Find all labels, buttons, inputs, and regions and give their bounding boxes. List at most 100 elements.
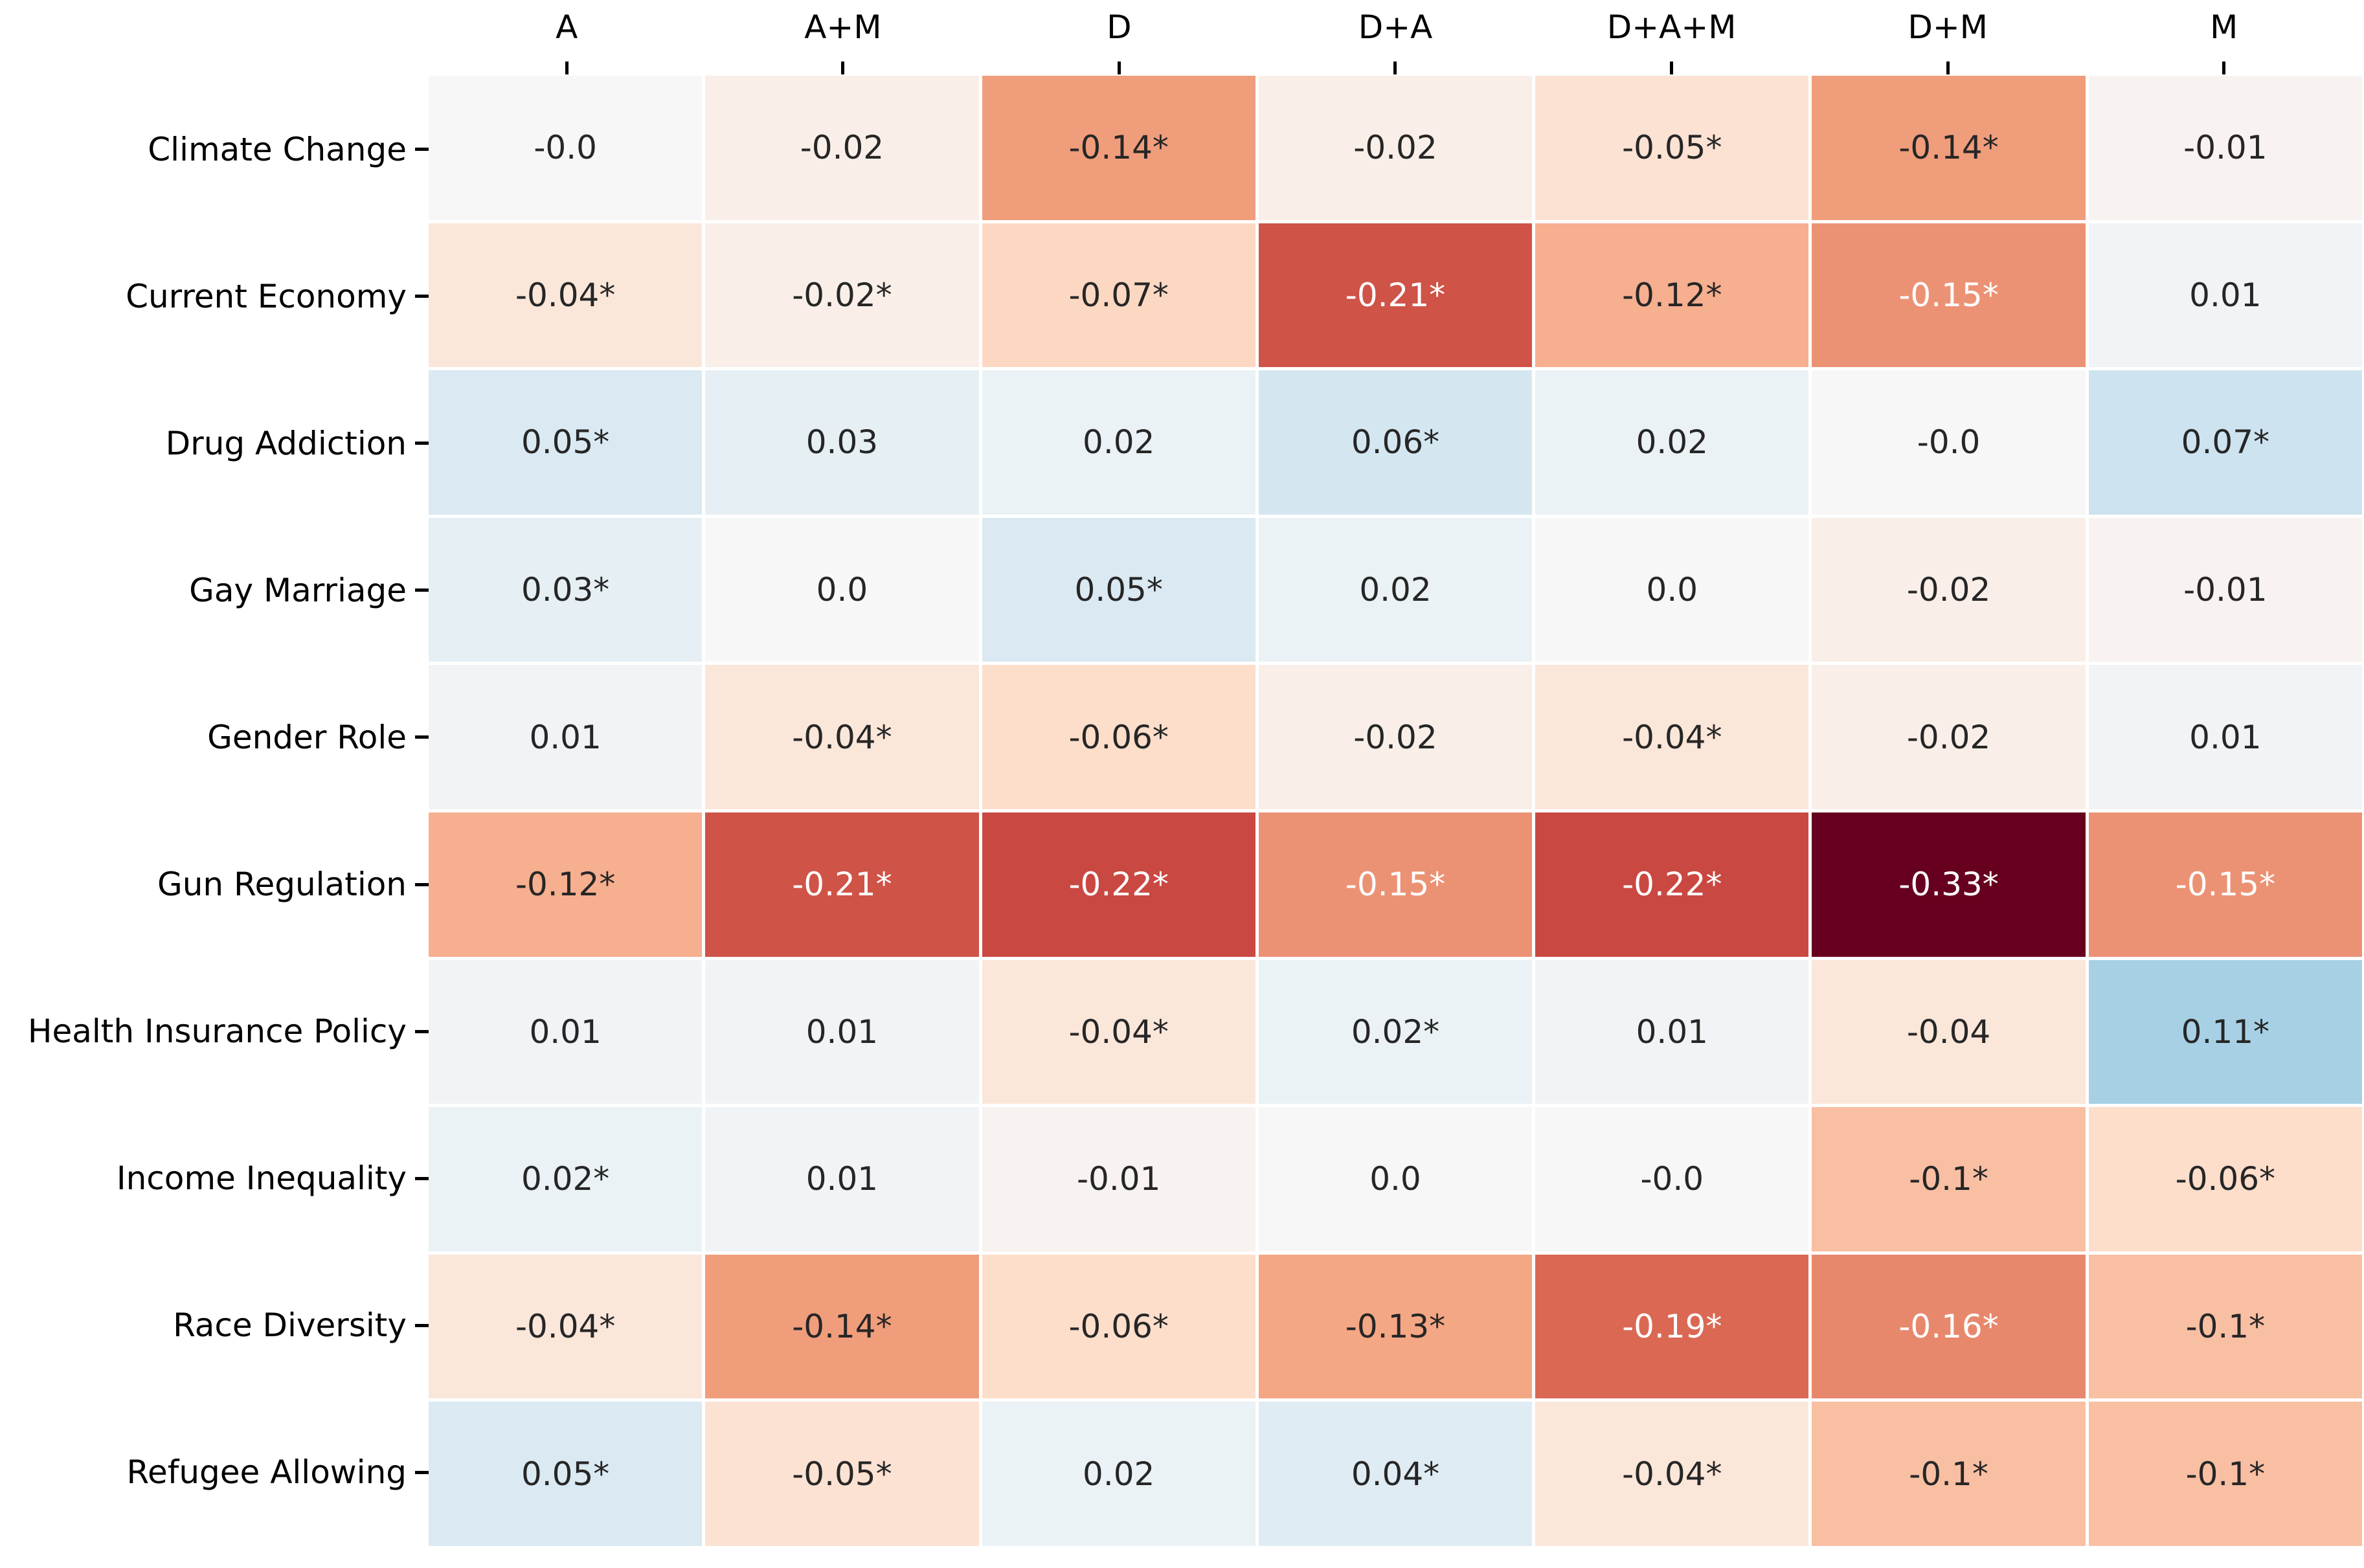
y-tick: [415, 517, 429, 664]
heatmap-cell: -0.04*: [705, 665, 979, 809]
y-axis-ticks: [415, 76, 429, 1546]
x-tick-mark: [841, 62, 845, 74]
heatmap-cell: -0.02: [1812, 517, 2086, 662]
heatmap-cell: 0.02: [1535, 370, 1809, 515]
heatmap-cell: -0.15*: [1812, 223, 2086, 368]
x-tick-label: D+A: [1358, 8, 1433, 46]
heatmap-cell: -0.12*: [429, 812, 703, 957]
y-tick: [415, 811, 429, 958]
heatmap-grid: -0.0 -0.02 -0.14* -0.02 -0.05* -0.14* -0.01 -0.…: [429, 76, 2362, 1546]
x-tick-label: D+A+M: [1606, 8, 1737, 46]
heatmap-cell: -0.04*: [1535, 665, 1809, 809]
y-tick: [415, 1399, 429, 1546]
heatmap-cell: -0.05*: [1535, 76, 1809, 220]
heatmap-cell: 0.01: [705, 1107, 979, 1251]
x-tick-label: D+M: [1908, 8, 1988, 46]
x-tick-mark: [1946, 62, 1950, 74]
heatmap-cell: -0.02: [1258, 76, 1533, 220]
heatmap-cell: 0.02: [982, 1402, 1255, 1546]
heatmap-cell: -0.04*: [429, 1254, 703, 1399]
heatmap-cell: 0.01: [2088, 223, 2362, 368]
heatmap-cell: 0.02*: [1258, 959, 1533, 1104]
heatmap-cell: 0.0: [705, 517, 979, 662]
heatmap-cell: 0.03: [705, 370, 979, 515]
y-tick-mark: [415, 1176, 429, 1180]
x-tick: [705, 62, 982, 74]
heatmap-cell: -0.05*: [705, 1402, 979, 1546]
heatmap-cell: -0.01: [2088, 76, 2362, 220]
heatmap-cell: -0.14*: [982, 76, 1255, 220]
y-tick-label: Gay Marriage: [189, 571, 407, 609]
heatmap-cell: 0.01: [429, 665, 703, 809]
heatmap-cell: 0.0: [1535, 517, 1809, 662]
x-tick-mark: [1393, 62, 1397, 74]
y-tick-label: Income Inequality: [116, 1159, 407, 1198]
heatmap-cell: -0.1*: [2088, 1254, 2362, 1399]
heatmap-cell: 0.01: [429, 959, 703, 1104]
y-tick-mark: [415, 1323, 429, 1327]
y-tick-mark: [415, 882, 429, 886]
heatmap-cell: -0.0: [1535, 1107, 1809, 1251]
y-tick-label: Drug Addiction: [165, 424, 407, 462]
heatmap-cell: 0.05*: [982, 517, 1255, 662]
heatmap-cell: -0.02*: [705, 223, 979, 368]
heatmap-cell: -0.0: [429, 76, 703, 220]
heatmap-cell: -0.0: [1812, 370, 2086, 515]
x-tick-mark: [1117, 62, 1121, 74]
y-tick-label: Health Insurance Policy: [27, 1013, 407, 1051]
heatmap-cell: -0.04*: [429, 223, 703, 368]
x-tick-mark: [565, 62, 568, 74]
heatmap-cell: -0.02: [1812, 665, 2086, 809]
heatmap-cell: -0.14*: [705, 1254, 979, 1399]
heatmap-cell: -0.04*: [1535, 1402, 1809, 1546]
heatmap-cell: 0.11*: [2088, 959, 2362, 1104]
heatmap-cell: -0.13*: [1258, 1254, 1533, 1399]
heatmap-cell: -0.22*: [1535, 812, 1809, 957]
heatmap-cell: 0.01: [2088, 665, 2362, 809]
heatmap-cell: -0.04*: [982, 959, 1255, 1104]
x-tick: [2086, 62, 2362, 74]
y-tick-mark: [415, 1470, 429, 1474]
heatmap-cell: -0.12*: [1535, 223, 1809, 368]
heatmap-cell: -0.1*: [1812, 1402, 2086, 1546]
y-tick-mark: [415, 442, 429, 445]
y-tick: [415, 223, 429, 370]
y-tick-label: Climate Change: [148, 130, 407, 168]
x-tick: [429, 62, 705, 74]
x-tick: [1810, 62, 2086, 74]
y-tick: [415, 370, 429, 517]
heatmap-cell: -0.07*: [982, 223, 1255, 368]
y-tick-label: Race Diversity: [173, 1306, 407, 1345]
y-tick: [415, 1105, 429, 1252]
heatmap-cell: 0.06*: [1258, 370, 1533, 515]
y-tick-label: Gun Regulation: [157, 866, 407, 904]
heatmap-cell: -0.06*: [2088, 1107, 2362, 1251]
heatmap-cell: 0.04*: [1258, 1402, 1533, 1546]
heatmap-cell: 0.01: [1535, 959, 1809, 1104]
x-tick-mark: [2222, 62, 2226, 74]
heatmap-cell: 0.01: [705, 959, 979, 1104]
x-tick: [1533, 62, 1810, 74]
heatmap-cell: 0.05*: [429, 370, 703, 515]
y-tick-mark: [415, 1029, 429, 1033]
heatmap-cell: -0.15*: [2088, 812, 2362, 957]
x-tick-mark: [1670, 62, 1674, 74]
heatmap-cell: -0.15*: [1258, 812, 1533, 957]
y-tick-label: Gender Role: [207, 718, 407, 756]
heatmap-cell: -0.06*: [982, 665, 1255, 809]
heatmap-cell: -0.01: [982, 1107, 1255, 1251]
heatmap-cell: -0.22*: [982, 812, 1255, 957]
heatmap-cell: -0.33*: [1812, 812, 2086, 957]
heatmap-cell: -0.01: [2088, 517, 2362, 662]
heatmap-cell: -0.16*: [1812, 1254, 2086, 1399]
heatmap-cell: 0.07*: [2088, 370, 2362, 515]
x-axis-labels: A A+M D D+A D+A+M D+M M: [429, 4, 2362, 50]
heatmap-cell: -0.02: [1258, 665, 1533, 809]
heatmap-cell: 0.0: [1258, 1107, 1533, 1251]
x-axis-ticks: [429, 62, 2362, 74]
x-tick: [1257, 62, 1534, 74]
x-tick-label: A+M: [804, 8, 882, 46]
y-tick-mark: [415, 735, 429, 739]
x-tick-label: A: [556, 8, 578, 46]
